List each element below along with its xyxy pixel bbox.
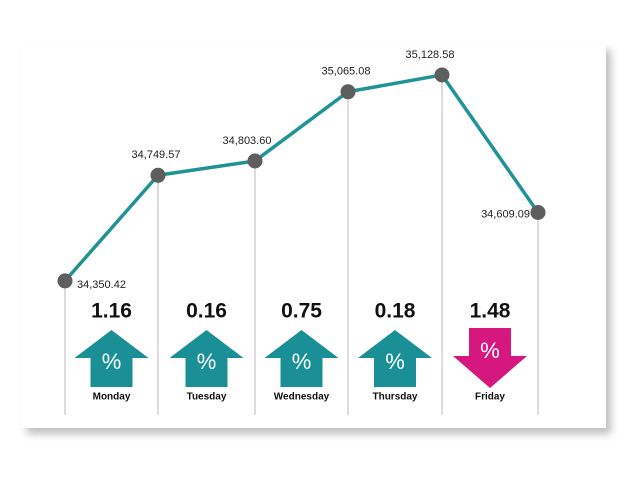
point [434,67,450,83]
day-label: Wednesday [274,392,330,403]
percent-symbol: % [197,349,217,374]
percent-symbol: % [480,338,500,363]
direction-arrow [358,330,432,387]
day-label: Tuesday [187,392,227,403]
change-value: 1.48 [470,300,511,323]
change-value: 1.16 [91,300,132,323]
percent-symbol: % [385,349,405,374]
day-label: Friday [475,392,505,403]
value-label: 34,803.60 [223,135,272,147]
value-label: 34,350.42 [77,279,126,291]
point [150,167,166,183]
change-value: 0.75 [281,300,322,323]
point [530,204,546,220]
change-value: 0.18 [375,300,416,323]
change-value: 0.16 [186,300,227,323]
value-label: 34,749.57 [132,149,181,161]
day-label: Monday [93,392,131,403]
point [340,84,356,100]
percent-symbol: % [292,349,312,374]
day-label: Thursday [372,392,417,403]
value-label: 35,128.58 [406,49,455,61]
direction-arrow [453,328,527,388]
direction-arrow [264,330,339,387]
line [63,73,540,283]
percent-symbol: % [102,349,122,374]
direction-arrow [169,330,244,387]
point [57,273,73,289]
direction-arrow [74,330,149,387]
value-label: 35,065.08 [322,66,371,78]
point [247,153,263,169]
value-label: 34,609.09 [481,208,530,220]
